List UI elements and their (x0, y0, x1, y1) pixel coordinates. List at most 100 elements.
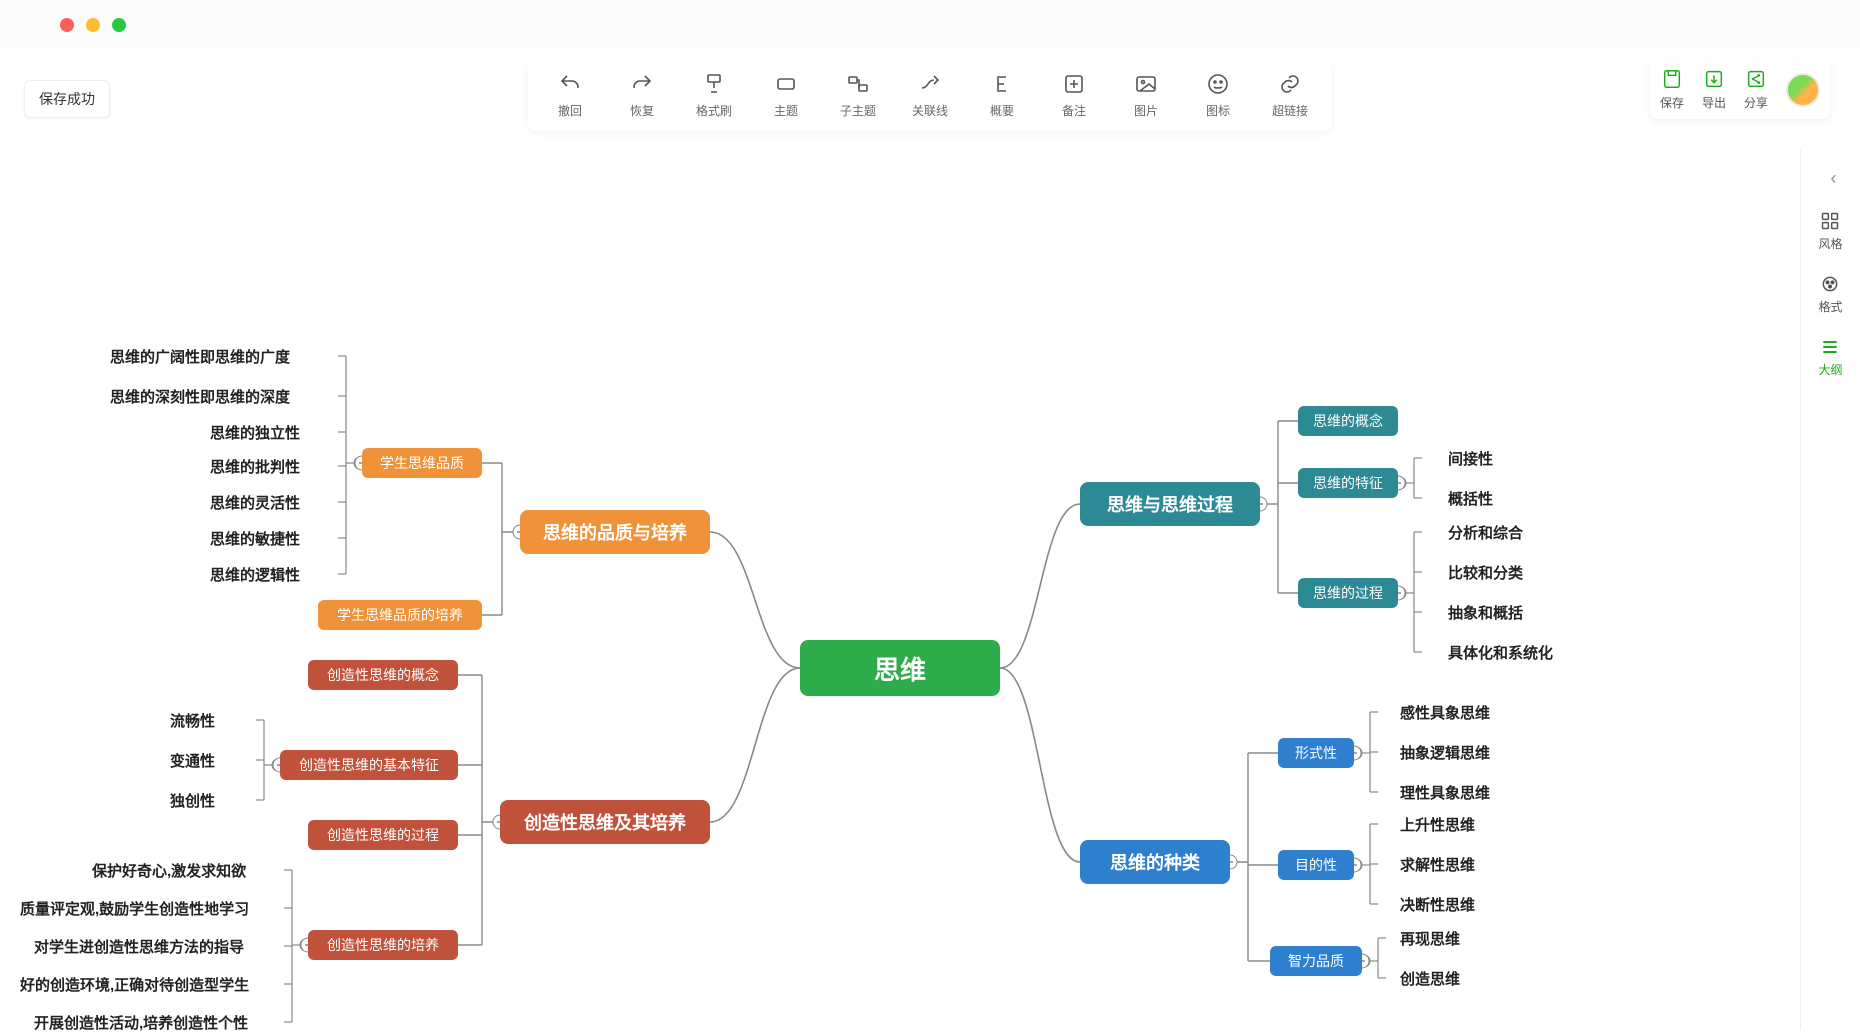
mindmap-leaf[interactable]: 上升性思维 (1400, 814, 1475, 835)
tool-label: 撤回 (558, 102, 582, 119)
mindmap-node[interactable]: 思维的概念 (1298, 406, 1398, 436)
format-icon (1820, 274, 1840, 294)
tool-label: 概要 (990, 102, 1014, 119)
mindmap-leaf[interactable]: 概括性 (1448, 488, 1493, 509)
side-label: 风格 (1818, 235, 1842, 252)
window-chrome (0, 0, 1860, 48)
icon-icon (1206, 72, 1230, 96)
mindmap-leaf[interactable]: 创造思维 (1400, 968, 1460, 989)
outline-icon (1820, 337, 1840, 357)
undo-button[interactable]: 撤回 (534, 68, 606, 123)
mindmap-leaf[interactable]: 好的创造环境,正确对待创造型学生 (20, 974, 249, 995)
mindmap-node[interactable]: 思维与思维过程 (1080, 482, 1260, 526)
share-button[interactable]: 分享 (1744, 68, 1768, 111)
mindmap-leaf[interactable]: 思维的广阔性即思维的广度 (110, 346, 290, 367)
mindmap-leaf[interactable]: 思维的深刻性即思维的深度 (110, 386, 290, 407)
side-label: 大纲 (1818, 361, 1842, 378)
mindmap-leaf[interactable]: 对学生进创造性思维方法的指导 (34, 936, 244, 957)
note-button[interactable]: 备注 (1038, 68, 1110, 123)
mindmap-node[interactable]: 思维的过程 (1298, 578, 1398, 608)
close-dot[interactable] (60, 18, 74, 32)
ra-label: 导出 (1702, 94, 1726, 111)
tool-label: 图片 (1134, 102, 1158, 119)
max-dot[interactable] (112, 18, 126, 32)
tool-label: 图标 (1206, 102, 1230, 119)
mindmap-leaf[interactable]: 分析和综合 (1448, 522, 1523, 543)
mindmap-node[interactable]: 目的性 (1278, 850, 1354, 880)
mindmap-node[interactable]: 学生思维品质的培养 (318, 600, 482, 630)
tool-label: 超链接 (1272, 102, 1308, 119)
icon-button[interactable]: 图标 (1182, 68, 1254, 123)
mindmap-leaf[interactable]: 思维的灵活性 (210, 492, 300, 513)
side-label: 格式 (1818, 298, 1842, 315)
mindmap-node[interactable]: 思维的种类 (1080, 840, 1230, 884)
tool-label: 子主题 (840, 102, 876, 119)
mindmap-leaf[interactable]: 思维的逻辑性 (210, 564, 300, 585)
mindmap-node[interactable]: 智力品质 (1270, 946, 1362, 976)
right-actions: 保存 导出 分享 (1650, 60, 1830, 119)
mindmap-leaf[interactable]: 流畅性 (170, 710, 215, 731)
mindmap-leaf[interactable]: 抽象和概括 (1448, 602, 1523, 623)
save-icon (1661, 68, 1683, 90)
share-icon (1745, 68, 1767, 90)
mindmap-leaf[interactable]: 思维的独立性 (210, 422, 300, 443)
window-controls (60, 18, 126, 32)
mindmap-leaf[interactable]: 质量评定观,鼓励学生创造性地学习 (20, 898, 249, 919)
summary-icon (990, 72, 1014, 96)
mindmap-leaf[interactable]: 具体化和系统化 (1448, 642, 1553, 663)
format-button[interactable]: 格式刷 (678, 68, 750, 123)
mindmap-leaf[interactable]: 求解性思维 (1400, 854, 1475, 875)
mindmap-leaf[interactable]: 思维的批判性 (210, 456, 300, 477)
mindmap-node[interactable]: 思维的品质与培养 (520, 510, 710, 554)
side-style-button[interactable]: 风格 (1818, 211, 1842, 252)
mindmap-leaf[interactable]: 再现思维 (1400, 928, 1460, 949)
relation-button[interactable]: 关联线 (894, 68, 966, 123)
undo-icon (558, 72, 582, 96)
mindmap-leaf[interactable]: 间接性 (1448, 448, 1493, 469)
mindmap-canvas[interactable]: 思维 思维的品质与培养 学生思维品质 思维的广阔性即思维的广度思维的深刻性即思维的深度… (0, 150, 1800, 1030)
redo-button[interactable]: 恢复 (606, 68, 678, 123)
subtopic-button[interactable]: 子主题 (822, 68, 894, 123)
subtopic-icon (846, 72, 870, 96)
image-icon (1134, 72, 1158, 96)
mindmap-node[interactable]: 创造性思维的培养 (308, 930, 458, 960)
mindmap-node[interactable]: 思维的特征 (1298, 468, 1398, 498)
mindmap-leaf[interactable]: 比较和分类 (1448, 562, 1523, 583)
tool-label: 关联线 (912, 102, 948, 119)
mindmap-node[interactable]: 思维 (800, 640, 1000, 696)
status-badge: 保存成功 (24, 80, 110, 118)
mindmap-node[interactable]: 学生思维品质 (362, 448, 482, 478)
min-dot[interactable] (86, 18, 100, 32)
save-button[interactable]: 保存 (1660, 68, 1684, 111)
mindmap-node[interactable]: 创造性思维的过程 (308, 820, 458, 850)
link-icon (1278, 72, 1302, 96)
mindmap-node[interactable]: 形式性 (1278, 738, 1354, 768)
ra-label: 保存 (1660, 94, 1684, 111)
mindmap-leaf[interactable]: 决断性思维 (1400, 894, 1475, 915)
tool-label: 备注 (1062, 102, 1086, 119)
main-toolbar: 撤回 恢复 格式刷主题子主题 关联线 概要 备注 图片 图标 超链接 (528, 60, 1332, 131)
note-icon (1062, 72, 1086, 96)
avatar[interactable] (1786, 73, 1820, 107)
side-format-button[interactable]: 格式 (1818, 274, 1842, 315)
mindmap-node[interactable]: 创造性思维的概念 (308, 660, 458, 690)
mindmap-node[interactable]: 创造性思维的基本特征 (280, 750, 458, 780)
mindmap-leaf[interactable]: 保护好奇心,激发求知欲 (92, 860, 246, 881)
mindmap-leaf[interactable]: 变通性 (170, 750, 215, 771)
topic-button[interactable]: 主题 (750, 68, 822, 123)
summary-button[interactable]: 概要 (966, 68, 1038, 123)
mindmap-leaf[interactable]: 独创性 (170, 790, 215, 811)
side-outline-button[interactable]: 大纲 (1818, 337, 1842, 378)
export-icon (1703, 68, 1725, 90)
tool-label: 恢复 (630, 102, 654, 119)
export-button[interactable]: 导出 (1702, 68, 1726, 111)
mindmap-leaf[interactable]: 思维的敏捷性 (210, 528, 300, 549)
mindmap-leaf[interactable]: 感性具象思维 (1400, 702, 1490, 723)
format-icon (702, 72, 726, 96)
link-button[interactable]: 超链接 (1254, 68, 1326, 123)
mindmap-leaf[interactable]: 理性具象思维 (1400, 782, 1490, 803)
image-button[interactable]: 图片 (1110, 68, 1182, 123)
redo-icon (630, 72, 654, 96)
mindmap-node[interactable]: 创造性思维及其培养 (500, 800, 710, 844)
mindmap-leaf[interactable]: 抽象逻辑思维 (1400, 742, 1490, 763)
